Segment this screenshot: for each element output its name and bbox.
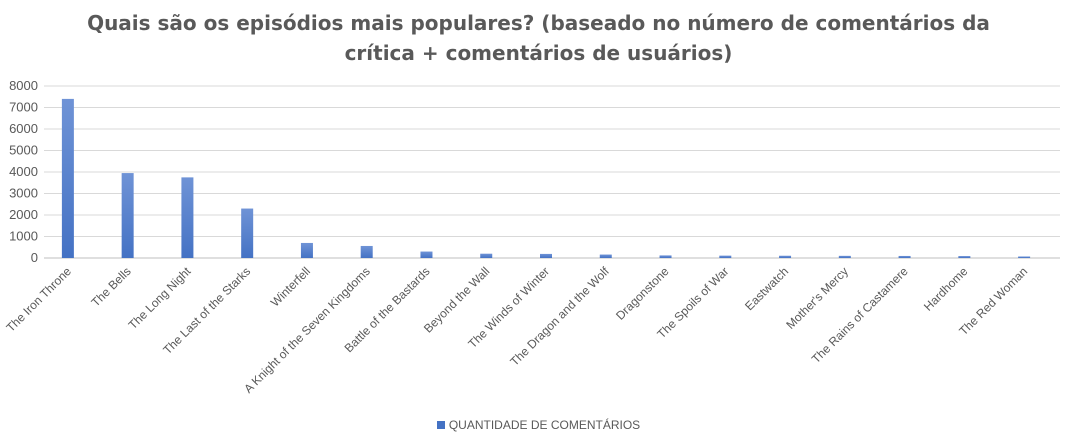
x-tick-label: The Dragon and the Wolf xyxy=(507,264,612,369)
x-tick-label: The Iron Throne xyxy=(3,264,74,335)
y-tick-label: 5000 xyxy=(9,143,38,158)
x-tick-label: Dragonstone xyxy=(613,264,672,323)
y-tick-label: 4000 xyxy=(9,164,38,179)
bar xyxy=(958,256,971,258)
bar xyxy=(599,254,612,258)
x-tick-label: The Bells xyxy=(88,264,133,309)
legend-label: QUANTIDADE DE COMENTÁRIOS xyxy=(448,418,641,432)
bar xyxy=(779,255,792,258)
x-tick-label: Hardhome xyxy=(921,264,971,314)
bar xyxy=(300,242,313,258)
x-tick-label: The Long Night xyxy=(126,264,194,332)
bar xyxy=(420,251,433,258)
bar xyxy=(181,177,194,258)
bar xyxy=(61,98,74,259)
y-tick-label: 3000 xyxy=(9,186,38,201)
y-tick-label: 0 xyxy=(31,250,38,265)
y-tick-label: 7000 xyxy=(9,100,38,115)
bar xyxy=(121,173,134,258)
bar xyxy=(480,253,493,258)
chart-title-line-2: crítica + comentários de usuários) xyxy=(344,41,733,65)
x-tick-label: Winterfell xyxy=(268,264,313,309)
bar xyxy=(1018,256,1031,258)
x-tick-label: Eastwatch xyxy=(742,264,791,313)
x-tick-label: A Knight of the Seven Kingdoms xyxy=(241,264,373,396)
y-tick-label: 2000 xyxy=(9,207,38,222)
bar xyxy=(241,208,254,258)
y-tick-label: 1000 xyxy=(9,229,38,244)
x-tick-label: The Rains of Castamere xyxy=(809,264,911,366)
bar xyxy=(719,255,732,258)
bar xyxy=(659,255,672,258)
chart-title-line-1: Quais são os episódios mais populares? (… xyxy=(87,11,990,35)
legend-swatch xyxy=(436,421,445,429)
y-tick-label: 6000 xyxy=(9,121,38,136)
bar xyxy=(898,255,911,258)
bar xyxy=(838,255,851,258)
y-tick-label: 8000 xyxy=(9,78,38,93)
bar xyxy=(540,253,552,258)
legend: QUANTIDADE DE COMENTÁRIOS xyxy=(0,418,1077,432)
x-tick-label: Mother's Mercy xyxy=(783,264,851,332)
bar xyxy=(360,245,373,258)
chart-title: Quais são os episódios mais populares? (… xyxy=(0,8,1077,68)
